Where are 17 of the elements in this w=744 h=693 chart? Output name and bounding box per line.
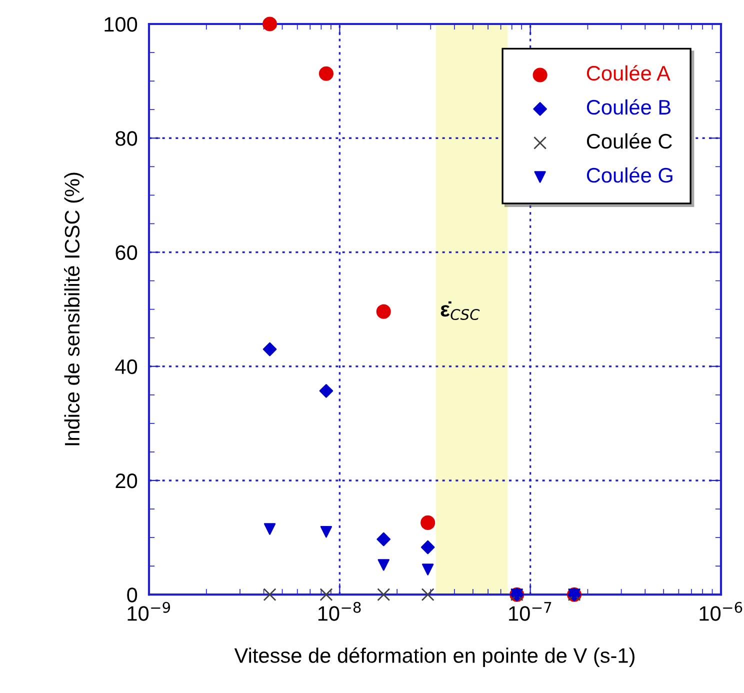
x-tick-label: 10$^{−8}$ [318,602,361,621]
band-label: ε̇$_{CSC}$ [440,301,480,320]
y-tick-label: 60 [116,245,138,260]
y-tick-label: 0 [127,588,138,602]
y-axis-title: Indice de sensibilité ICSC (%) [64,172,84,446]
x-tick-label: 10$^{−9}$ [128,602,170,621]
legend-label: Coulée A [586,65,670,81]
x-tick-label: 10$^{−7}$ [509,602,552,621]
legend-label: Coulée G [586,167,672,183]
y-tick-label: 20 [116,473,138,488]
y-tick-label: 80 [116,131,138,146]
x-tick-label: 10$^{−6}$ [700,602,742,621]
legend-label: Coulée B [586,99,670,115]
legend-label: Coulée C [586,133,672,149]
x-axis-title: Vitesse de déformation en pointe de V (s-1) [234,647,634,668]
y-tick-label: 40 [115,359,138,374]
y-tick-label: 100 [104,17,138,32]
